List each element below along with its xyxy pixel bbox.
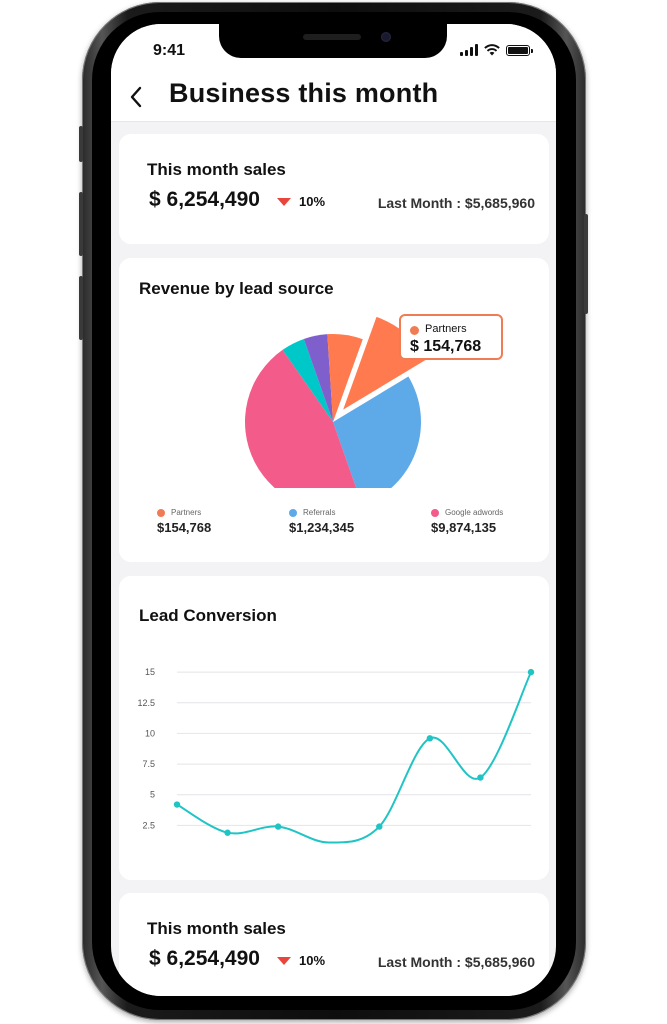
y-tick-label: 7.5 (142, 759, 155, 769)
data-point[interactable] (426, 735, 434, 742)
wifi-icon (484, 44, 500, 56)
sales-title: This month sales (147, 160, 286, 179)
lead-conversion-card: Lead Conversion 2.5 5 7.5 10 12.5 15 (119, 576, 549, 880)
revenue-pie-chart (245, 316, 428, 488)
y-tick-label: 2.5 (142, 820, 155, 830)
sales-title-bottom: This month sales (147, 919, 286, 938)
last-month-sales-bottom: Last Month : $5,685,960 (377, 954, 535, 970)
legend-name-referrals: Referrals (303, 508, 336, 517)
front-camera (381, 32, 391, 42)
revenue-title: Revenue by lead source (139, 279, 334, 298)
sales-amount: $ 6,254,490 (149, 188, 260, 211)
last-month-sales: Last Month : $5,685,960 (377, 195, 535, 211)
pie-tooltip: Partners $ 154,768 (399, 314, 503, 360)
sales-change: 10% (299, 194, 326, 209)
lead-conversion-line-chart: 2.5 5 7.5 10 12.5 15 (137, 667, 535, 844)
chevron-left-icon (130, 86, 142, 108)
pie-slice-referrals[interactable] (333, 376, 421, 488)
volume-up-button (79, 192, 83, 256)
legend-dot-google-adwords (431, 509, 439, 517)
sales-card-top: This month sales $ 6,254,490 10% Last Mo… (119, 134, 549, 244)
volume-down-button (79, 276, 83, 340)
data-point[interactable] (274, 823, 282, 830)
page-title: Business this month (169, 78, 439, 108)
pie-slice-segment-0[interactable] (282, 338, 333, 422)
sales-change-bottom: 10% (299, 953, 326, 968)
trend-down-icon-bottom (277, 957, 291, 965)
legend-dot-referrals (289, 509, 297, 517)
notch (219, 24, 447, 58)
legend-name-google-adwords: Google adwords (445, 508, 504, 517)
data-point[interactable] (527, 668, 535, 676)
y-tick-label: 10 (145, 728, 155, 738)
legend-dot-partners (157, 509, 165, 517)
cellular-signal-icon (460, 44, 478, 56)
sales-card-bottom: This month sales $ 6,254,490 10% Last Mo… (119, 893, 549, 996)
sales-amount-bottom: $ 6,254,490 (149, 947, 260, 970)
power-button (584, 214, 588, 314)
nav-bar: Business this month (111, 74, 556, 122)
pie-slice-segment-2[interactable] (327, 334, 363, 422)
data-point[interactable] (376, 823, 383, 830)
pie-slice-google-adwords[interactable] (245, 349, 362, 488)
legend-value-google-adwords: $9,874,135 (431, 520, 497, 535)
legend-value-referrals: $1,234,345 (289, 520, 355, 535)
tooltip-value: $ 154,768 (410, 338, 482, 355)
y-tick-label: 5 (150, 790, 155, 800)
battery-icon (506, 45, 533, 56)
data-point[interactable] (224, 829, 231, 836)
status-icons (460, 44, 533, 56)
lead-conversion-line (176, 671, 532, 844)
y-tick-label: 15 (145, 667, 155, 677)
silent-switch (79, 126, 83, 162)
lead-conversion-title: Lead Conversion (139, 606, 277, 625)
tooltip-label: Partners (425, 323, 467, 335)
revenue-card: Revenue by lead source Partners $ 154,76… (119, 258, 549, 562)
speaker-grille (303, 34, 361, 40)
data-point[interactable] (173, 801, 181, 808)
pie-slice-segment-1[interactable] (303, 334, 333, 422)
legend-value-partners: $154,768 (157, 520, 212, 535)
back-button[interactable] (121, 82, 151, 112)
data-point[interactable] (477, 774, 484, 781)
status-time: 9:41 (153, 42, 186, 59)
y-tick-label: 12.5 (137, 698, 155, 708)
trend-down-icon (277, 198, 291, 206)
tooltip-color-dot (410, 326, 419, 335)
screen: 9:41 Business this month This month sale… (111, 24, 556, 996)
legend-name-partners: Partners (171, 508, 202, 517)
